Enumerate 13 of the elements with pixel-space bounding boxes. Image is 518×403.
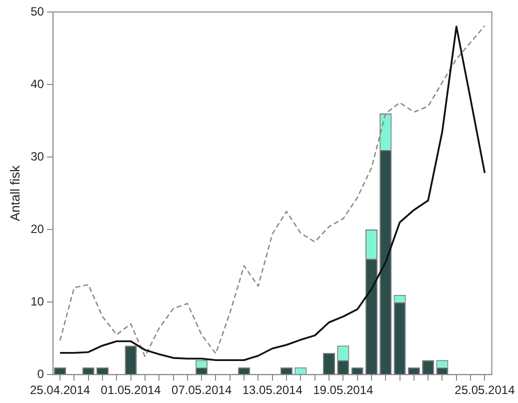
y-tick-label: 0 — [37, 366, 44, 381]
y-tick-label: 20 — [30, 222, 44, 236]
x-tick-label: 25.05.2014 — [454, 383, 516, 398]
y-tick-label: 50 — [30, 4, 44, 18]
x-tick-label: 19.05.2014 — [313, 383, 374, 398]
y-axis-title: Antall fisk — [7, 164, 22, 222]
x-tick-label: 25.04.2014 — [30, 383, 90, 398]
y-tick-label: 30 — [30, 149, 44, 164]
x-tick-label: 07.05.2014 — [172, 383, 232, 398]
x-tick-label: 01.05.2014 — [100, 383, 162, 398]
y-tick-label: 10 — [30, 294, 44, 308]
y-tick-label: 40 — [30, 76, 44, 91]
x-tick-label: 13.05.2014 — [242, 383, 303, 398]
